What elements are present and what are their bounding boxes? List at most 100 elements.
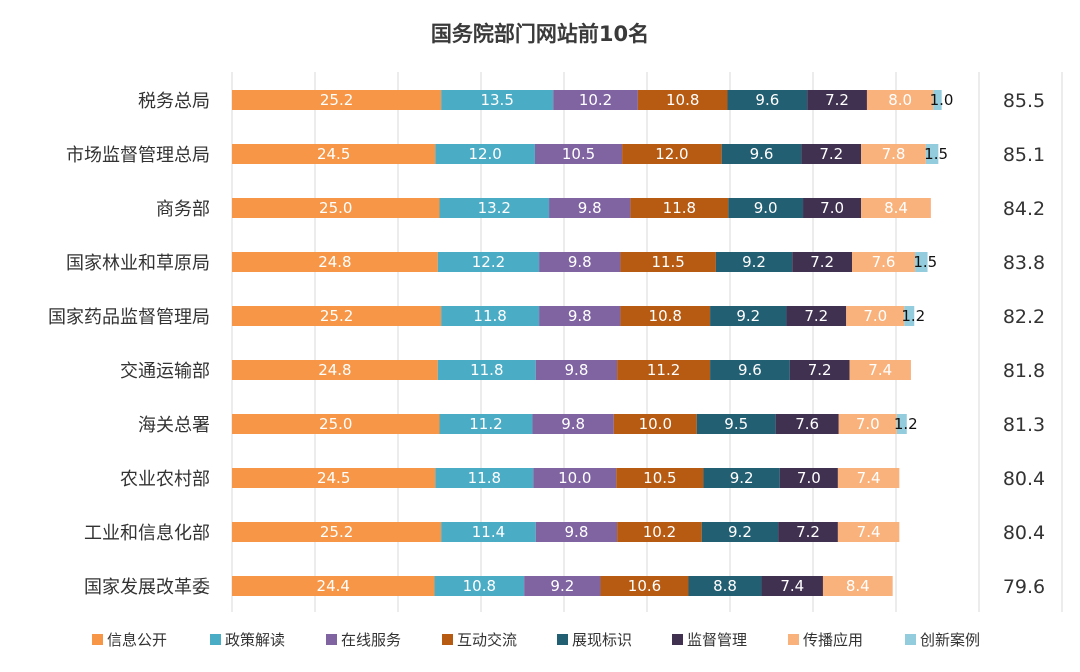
bar-segment — [441, 522, 536, 542]
bar-segment — [535, 522, 618, 542]
bar-segment — [775, 414, 839, 434]
data-label: 12.0 — [468, 145, 501, 163]
data-label: 9.2 — [730, 469, 754, 487]
legend-swatch — [557, 634, 568, 645]
data-label: 11.5 — [651, 253, 684, 271]
bar-segment — [613, 414, 697, 434]
bar-segment — [232, 198, 440, 218]
data-label: 10.6 — [628, 577, 661, 595]
data-label: 10.2 — [643, 523, 676, 541]
bar-segment — [852, 252, 916, 272]
data-label: 7.0 — [856, 415, 880, 433]
bar-segment — [439, 414, 533, 434]
data-label: 11.8 — [470, 361, 503, 379]
bar-segment — [534, 144, 623, 164]
data-label: 13.5 — [480, 91, 513, 109]
data-label: 7.0 — [820, 199, 844, 217]
bar-segment — [703, 468, 780, 488]
bar-segment — [232, 360, 438, 380]
data-label: 9.5 — [724, 415, 748, 433]
bar-segment — [727, 90, 808, 110]
legend-swatch — [326, 634, 337, 645]
data-label: 7.0 — [863, 307, 887, 325]
bar-segment — [728, 198, 804, 218]
data-label: 7.4 — [780, 577, 804, 595]
bar-segment — [688, 576, 762, 596]
bar-segment — [710, 306, 787, 326]
legend-label: 监督管理 — [687, 631, 747, 649]
total-label: 82.2 — [1003, 306, 1045, 328]
category-label: 交通运输部 — [120, 361, 210, 382]
data-label: 9.8 — [568, 253, 592, 271]
bar-segment — [837, 468, 900, 488]
bar-segment — [779, 468, 838, 488]
data-label: 24.5 — [317, 145, 350, 163]
data-label: 9.2 — [742, 253, 766, 271]
bar-segment — [441, 90, 554, 110]
data-label: 7.0 — [797, 469, 821, 487]
category-label: 商务部 — [156, 199, 210, 220]
data-label: 1.2 — [894, 415, 918, 433]
bar-segment — [435, 468, 534, 488]
data-label: 10.8 — [649, 307, 682, 325]
data-label: 1.0 — [930, 91, 954, 109]
legend-label: 展现标识 — [572, 631, 632, 649]
legend: 信息公开 政策解读 在线服务 互动交流 展现标识 监督管理 传播应用 创新案例 — [92, 631, 980, 649]
data-label: 8.4 — [884, 199, 908, 217]
data-label: 10.5 — [562, 145, 595, 163]
data-label: 12.2 — [472, 253, 505, 271]
category-label: 工业和信息化部 — [84, 523, 210, 544]
bar-segment — [696, 414, 776, 434]
category-label: 国家药品监督管理局 — [48, 307, 210, 328]
bar-segment — [539, 306, 621, 326]
data-label: 24.4 — [317, 577, 350, 595]
bar-segment — [778, 522, 838, 542]
bar-segment — [861, 144, 926, 164]
bar-segment — [532, 414, 614, 434]
legend-label: 信息公开 — [107, 631, 167, 649]
total-label: 81.3 — [1003, 414, 1045, 436]
bar-segment — [539, 252, 621, 272]
bar-segment — [786, 306, 847, 326]
data-label: 10.0 — [558, 469, 591, 487]
data-label: 9.8 — [565, 361, 589, 379]
bar-segment — [715, 252, 793, 272]
legend-swatch — [442, 634, 453, 645]
category-label: 国家林业和草原局 — [66, 253, 210, 274]
bar-segment — [439, 198, 550, 218]
total-label: 85.5 — [1003, 90, 1045, 112]
data-label: 7.6 — [795, 415, 819, 433]
data-label: 25.0 — [319, 415, 352, 433]
data-label: 9.8 — [561, 415, 585, 433]
data-label: 7.8 — [882, 145, 906, 163]
bar-segment — [232, 144, 436, 164]
bar-segment — [925, 144, 939, 164]
bar-segment — [792, 252, 853, 272]
data-label: 24.8 — [318, 361, 351, 379]
legend-label: 创新案例 — [920, 631, 980, 649]
data-label: 7.2 — [804, 307, 828, 325]
legend-swatch — [92, 634, 103, 645]
bar-segment — [701, 522, 779, 542]
legend-swatch — [210, 634, 221, 645]
data-label: 8.4 — [846, 577, 870, 595]
legend-label: 在线服务 — [341, 631, 401, 649]
total-label: 79.6 — [1003, 576, 1045, 598]
legend-swatch — [788, 634, 799, 645]
bar-segment — [441, 306, 540, 326]
bar-segment — [524, 576, 601, 596]
total-labels: 85.5 85.1 84.2 83.8 82.2 81.8 81.3 80.4 80.4 79.6 — [1003, 90, 1045, 598]
data-label: 10.8 — [666, 91, 699, 109]
total-label: 85.1 — [1003, 144, 1045, 166]
bar-segment — [849, 360, 911, 380]
bar-segment — [807, 90, 867, 110]
data-label: 10.0 — [639, 415, 672, 433]
bar-segment — [837, 522, 900, 542]
bar-segment — [933, 90, 942, 110]
data-label: 9.0 — [754, 199, 778, 217]
data-label: 10.5 — [643, 469, 676, 487]
data-label: 9.2 — [736, 307, 760, 325]
data-label: 7.4 — [857, 523, 881, 541]
legend-label: 传播应用 — [803, 631, 863, 649]
data-label: 12.0 — [655, 145, 688, 163]
